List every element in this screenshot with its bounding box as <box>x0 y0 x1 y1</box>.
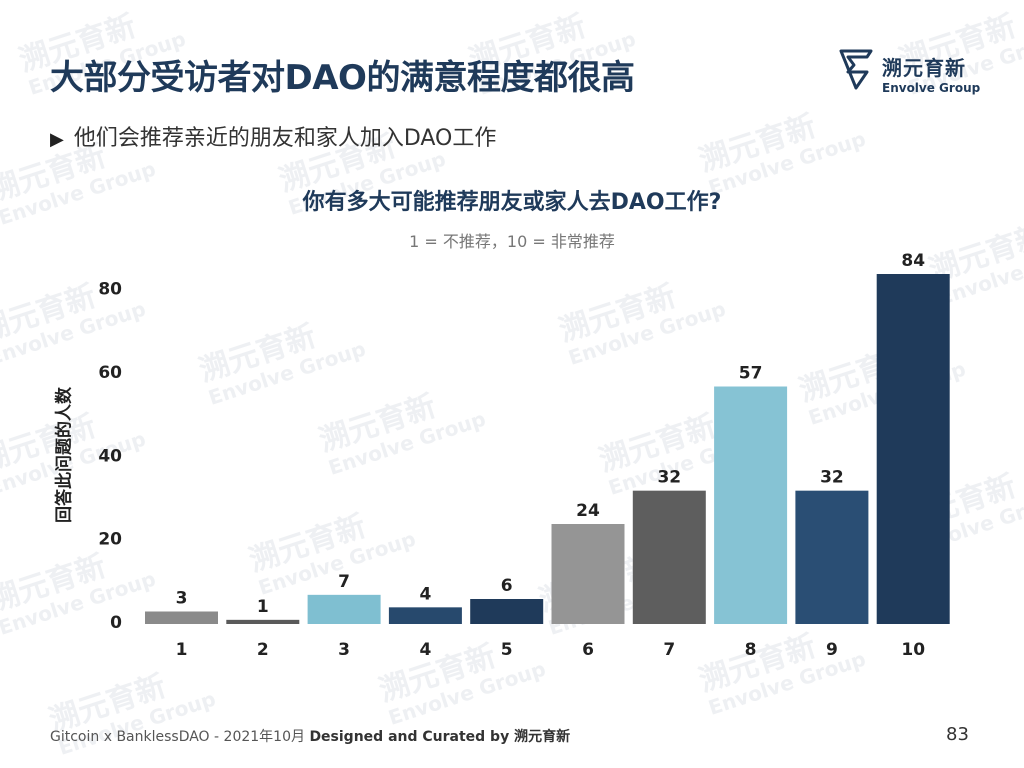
chart-subtitle: 1 = 不推荐，10 = 非常推荐 <box>409 232 615 251</box>
y-tick-label: 60 <box>98 363 122 383</box>
data-label-3: 7 <box>338 572 350 592</box>
page-title: 大部分受访者对DAO的满意程度都很高 <box>50 58 635 98</box>
data-label-10: 84 <box>901 251 925 271</box>
y-tick-label: 20 <box>98 530 122 550</box>
x-tick-label-6: 6 <box>582 640 594 660</box>
y-tick-label: 80 <box>98 280 122 300</box>
x-tick-label-5: 5 <box>501 640 513 660</box>
data-label-8: 57 <box>739 364 763 384</box>
page-number: 83 <box>946 724 969 745</box>
bar-2 <box>226 619 300 624</box>
bar-7 <box>632 490 706 624</box>
bar-4 <box>388 607 462 624</box>
bar-8 <box>714 386 788 624</box>
data-label-4: 4 <box>419 584 431 604</box>
x-tick-label-3: 3 <box>338 640 350 660</box>
bar-6 <box>551 524 625 624</box>
x-tick-label-2: 2 <box>257 640 269 660</box>
data-label-2: 1 <box>257 597 269 617</box>
logo-name-cn: 溯元育新 <box>882 56 966 80</box>
subtitle: ▶ 他们会推荐亲近的朋友和家人加入DAO工作 <box>50 120 496 152</box>
data-label-1: 3 <box>176 589 188 609</box>
logo-name-en: Envolve Group <box>882 81 981 95</box>
x-tick-label-4: 4 <box>419 640 431 660</box>
bullet-arrow-icon: ▶ <box>50 129 64 150</box>
footer: Gitcoin x BanklessDAO - 2021年10月 Designe… <box>50 726 570 746</box>
y-tick-label: 40 <box>98 446 122 466</box>
footer-source: Gitcoin x BanklessDAO - 2021年10月 <box>50 729 305 745</box>
bar-10 <box>876 274 950 624</box>
chart-title: 你有多大可能推荐朋友或家人去DAO工作? <box>302 190 722 215</box>
logo-mark-icon <box>839 49 873 90</box>
bar-1 <box>145 611 218 624</box>
brand-logo: 溯元育新 Envolve Group <box>838 48 988 98</box>
x-tick-label-9: 9 <box>826 640 838 660</box>
y-tick-label: 0 <box>110 613 122 633</box>
footer-credit: Designed and Curated by 溯元育新 <box>309 729 571 745</box>
x-tick-label-10: 10 <box>901 640 925 660</box>
data-label-9: 32 <box>820 468 844 488</box>
subtitle-text: 他们会推荐亲近的朋友和家人加入DAO工作 <box>73 126 497 151</box>
bar-3 <box>307 594 381 624</box>
x-tick-label-1: 1 <box>176 640 188 660</box>
data-label-6: 24 <box>576 501 600 521</box>
x-tick-label-7: 7 <box>663 640 675 660</box>
bar-9 <box>795 490 869 624</box>
x-tick-label-8: 8 <box>745 640 757 660</box>
data-label-7: 32 <box>657 468 681 488</box>
bar-5 <box>470 599 544 624</box>
data-label-5: 6 <box>501 576 513 596</box>
